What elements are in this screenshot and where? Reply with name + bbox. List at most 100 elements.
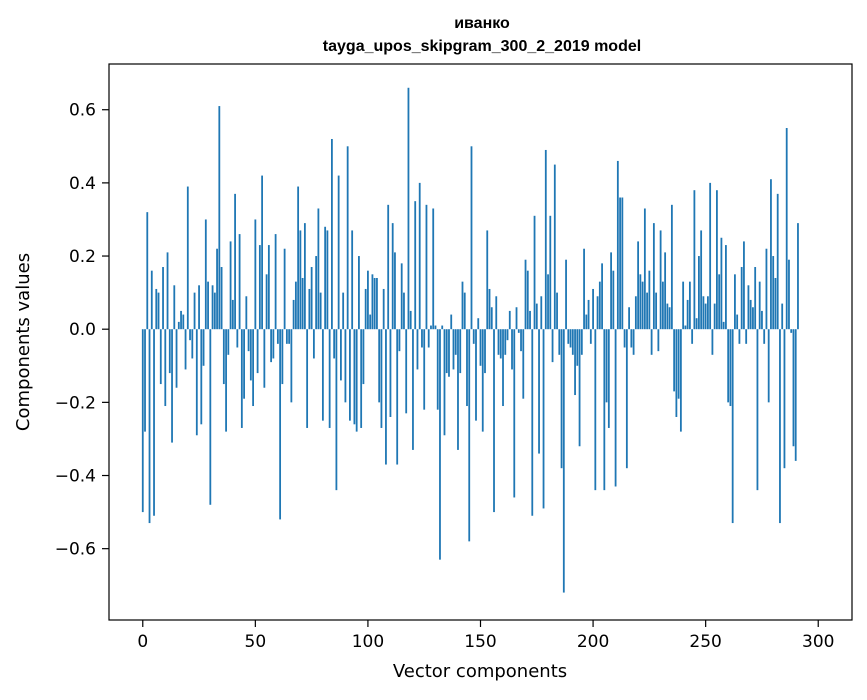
bar bbox=[148, 329, 151, 524]
bar bbox=[321, 329, 324, 421]
bar bbox=[695, 318, 698, 330]
bar bbox=[569, 329, 572, 348]
bar bbox=[459, 329, 462, 374]
bar bbox=[333, 329, 336, 359]
bar bbox=[502, 329, 504, 407]
bar bbox=[414, 201, 417, 330]
bar bbox=[175, 329, 178, 388]
bar bbox=[310, 267, 313, 330]
bar bbox=[625, 329, 628, 469]
x-tick-label: 250 bbox=[689, 632, 721, 652]
bar bbox=[756, 329, 759, 491]
bar bbox=[598, 281, 601, 330]
bar bbox=[180, 310, 182, 330]
x-tick-label: 200 bbox=[577, 632, 609, 652]
bar bbox=[306, 329, 309, 428]
bar bbox=[549, 215, 552, 330]
bar bbox=[369, 314, 372, 330]
bar bbox=[308, 288, 311, 330]
bar bbox=[380, 329, 383, 428]
bar bbox=[797, 223, 799, 330]
bar bbox=[614, 329, 617, 487]
bar bbox=[652, 223, 655, 330]
bar bbox=[265, 274, 268, 330]
bar bbox=[439, 329, 441, 560]
bar bbox=[398, 329, 401, 352]
bar bbox=[544, 149, 547, 330]
bar bbox=[630, 329, 633, 348]
bar bbox=[360, 329, 363, 428]
bar bbox=[740, 267, 743, 330]
bar bbox=[774, 277, 777, 330]
bar bbox=[578, 329, 581, 447]
bar bbox=[317, 208, 320, 330]
bar bbox=[387, 204, 390, 330]
bar bbox=[547, 274, 549, 330]
bar bbox=[349, 329, 351, 421]
bar bbox=[790, 329, 793, 333]
bar bbox=[441, 325, 444, 330]
bar bbox=[713, 303, 716, 330]
bar bbox=[198, 285, 200, 330]
bar bbox=[159, 329, 162, 385]
bar bbox=[270, 329, 273, 363]
bar bbox=[418, 182, 421, 330]
bar bbox=[454, 329, 457, 355]
bar bbox=[236, 329, 239, 348]
bar bbox=[688, 281, 691, 330]
bar bbox=[184, 329, 187, 370]
bar bbox=[312, 329, 315, 359]
bar bbox=[776, 193, 779, 330]
bar bbox=[324, 226, 327, 330]
bar bbox=[594, 329, 597, 491]
bar bbox=[157, 292, 160, 330]
bar bbox=[353, 329, 356, 425]
bar bbox=[231, 299, 234, 330]
bar bbox=[389, 329, 392, 417]
bar bbox=[331, 138, 333, 330]
bar bbox=[394, 252, 396, 330]
bar bbox=[589, 329, 592, 344]
bar bbox=[616, 160, 619, 330]
bar bbox=[326, 230, 329, 330]
bar bbox=[430, 325, 432, 330]
bar bbox=[355, 329, 358, 432]
bar bbox=[779, 329, 781, 524]
bar bbox=[511, 329, 513, 370]
bar bbox=[583, 248, 585, 330]
bar bbox=[666, 303, 669, 330]
bar bbox=[646, 292, 649, 330]
bar bbox=[452, 329, 455, 370]
bar bbox=[328, 329, 331, 428]
bar bbox=[576, 329, 579, 366]
bar bbox=[693, 190, 696, 330]
bar bbox=[765, 248, 768, 330]
bar bbox=[792, 329, 795, 447]
bar bbox=[182, 314, 185, 330]
bar bbox=[722, 321, 725, 330]
bar bbox=[425, 204, 428, 330]
bar bbox=[294, 281, 297, 330]
bar bbox=[358, 256, 360, 330]
bar bbox=[146, 212, 149, 330]
bar bbox=[574, 329, 576, 396]
bar bbox=[191, 329, 194, 359]
bar bbox=[222, 329, 225, 385]
bar bbox=[432, 208, 435, 330]
bar bbox=[772, 256, 775, 330]
bar bbox=[571, 329, 574, 355]
bar bbox=[229, 241, 232, 330]
bar bbox=[470, 146, 473, 330]
bar bbox=[434, 325, 437, 330]
bar bbox=[761, 310, 763, 330]
bar bbox=[396, 329, 399, 465]
bar bbox=[553, 164, 556, 330]
bar bbox=[281, 329, 284, 385]
bar bbox=[488, 288, 491, 330]
bar bbox=[351, 230, 354, 330]
bar bbox=[243, 329, 245, 399]
bar bbox=[450, 314, 453, 330]
bar bbox=[542, 329, 545, 509]
bar bbox=[531, 329, 534, 516]
